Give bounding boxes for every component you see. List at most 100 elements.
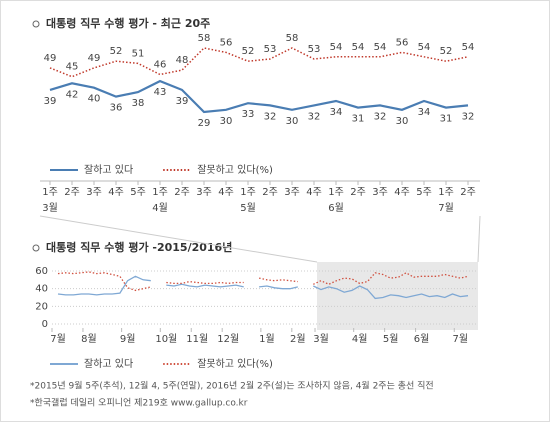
x-tick-label: 4주 — [306, 187, 322, 198]
x-tick-label: 2주 — [174, 187, 190, 198]
x-tick-label: 9월 — [120, 333, 136, 345]
x-tick-label: 1주 — [438, 187, 454, 198]
x-tick-label: 1주 — [152, 187, 168, 198]
data-label: 39 — [44, 96, 57, 107]
data-label: 53 — [264, 44, 277, 55]
legend-label: 잘못하고 있다(%) — [197, 163, 273, 176]
x-tick-label: 1주 — [328, 187, 344, 198]
data-label: 33 — [242, 109, 255, 120]
x-tick-label: 10월 — [155, 333, 177, 345]
y-tick-label: 0 — [42, 319, 48, 330]
series-line — [49, 79, 469, 114]
x-tick-label: 3월 — [313, 333, 329, 345]
x-tick-label: 8월 — [81, 333, 97, 345]
data-label: 32 — [374, 111, 387, 122]
x-tick-label: 1주 — [42, 187, 58, 198]
x-tick-label: 2월 — [290, 333, 306, 345]
connector — [477, 215, 481, 263]
data-label: 48 — [176, 55, 189, 66]
x-tick-label: 4주 — [108, 187, 124, 198]
legend-label: 잘하고 있다 — [84, 357, 133, 370]
data-label: 51 — [132, 48, 145, 59]
data-label: 52 — [242, 46, 255, 57]
x-tick-label: 7월 — [50, 333, 66, 345]
chart-title: 대통령 직무 수행 평가 - 최근 20주 — [46, 16, 210, 30]
x-tick-label: 3주 — [86, 187, 102, 198]
data-label: 56 — [396, 37, 409, 48]
x-tick-label: 1주 — [240, 187, 256, 198]
legend-label: 잘하고 있다 — [84, 163, 133, 176]
title-icon — [32, 244, 40, 252]
data-label: 46 — [154, 59, 167, 70]
data-label: 30 — [286, 116, 299, 127]
data-label: 43 — [154, 87, 167, 98]
x-tick-label: 4월 — [352, 333, 368, 345]
x-tick-label: 4주 — [394, 187, 410, 198]
y-tick-label: 40 — [35, 284, 48, 295]
data-label: 34 — [330, 107, 343, 118]
data-label: 45 — [66, 62, 79, 73]
data-label: 54 — [374, 42, 387, 53]
x-tick-label: 5월 — [383, 333, 399, 345]
data-label: 56 — [220, 37, 233, 48]
data-label: 32 — [462, 111, 475, 122]
x-tick-label: 5주 — [130, 187, 146, 198]
x-month-label: 3월 — [42, 202, 58, 214]
data-label: 58 — [286, 33, 299, 44]
data-label: 42 — [66, 89, 79, 100]
y-tick-label: 60 — [35, 266, 48, 277]
data-label: 52 — [440, 46, 453, 57]
footnote: *2015년 9월 5주(추석), 12월 4, 5주(연말), 2016년 2… — [30, 380, 434, 392]
x-tick-label: 6월 — [414, 333, 430, 345]
data-label: 36 — [110, 103, 123, 114]
connector — [39, 215, 318, 263]
x-month-label: 4월 — [152, 202, 168, 214]
data-label: 54 — [352, 42, 365, 53]
x-tick-label: 4주 — [218, 187, 234, 198]
data-label: 32 — [264, 111, 277, 122]
legend-label: 잘못하고 있다(%) — [197, 357, 273, 370]
x-tick-label: 12월 — [217, 333, 239, 345]
data-label: 54 — [330, 42, 343, 53]
x-tick-label: 2주 — [262, 187, 278, 198]
data-label: 39 — [176, 96, 189, 107]
x-tick-label: 2주 — [350, 187, 366, 198]
x-tick-label: 7월 — [452, 333, 468, 345]
data-label: 34 — [418, 107, 431, 118]
x-tick-label: 3주 — [196, 187, 212, 198]
series-line — [57, 271, 469, 292]
chart-title: 대통령 직무 수행 평가 -2015/2016년 — [46, 240, 232, 254]
x-month-label: 6월 — [328, 202, 344, 214]
title-icon — [32, 20, 40, 28]
x-tick-label: 3주 — [284, 187, 300, 198]
data-label: 30 — [396, 116, 409, 127]
footnote: *한국갤럽 데일리 오피니언 제219호 www.gallup.co.kr — [30, 397, 248, 409]
data-label: 53 — [308, 44, 321, 55]
data-label: 38 — [132, 98, 145, 109]
data-label: 31 — [352, 114, 365, 125]
data-label: 54 — [418, 42, 431, 53]
data-label: 54 — [462, 42, 475, 53]
data-label: 58 — [198, 33, 211, 44]
x-month-label: 7월 — [438, 202, 454, 214]
series-line — [49, 47, 469, 78]
data-label: 49 — [44, 53, 57, 64]
x-tick-label: 2주 — [460, 187, 476, 198]
data-label: 32 — [308, 111, 321, 122]
data-label: 52 — [110, 46, 123, 57]
data-label: 40 — [88, 94, 101, 105]
x-tick-label: 3주 — [372, 187, 388, 198]
y-tick-label: 20 — [35, 301, 48, 312]
data-label: 31 — [440, 114, 453, 125]
x-tick-label: 5주 — [416, 187, 432, 198]
data-label: 30 — [220, 116, 233, 127]
x-tick-label: 11월 — [186, 333, 208, 345]
data-label: 29 — [198, 118, 211, 129]
data-label: 49 — [88, 53, 101, 64]
x-tick-label: 1월 — [259, 333, 275, 345]
series-line — [57, 275, 469, 300]
x-tick-label: 2주 — [64, 187, 80, 198]
